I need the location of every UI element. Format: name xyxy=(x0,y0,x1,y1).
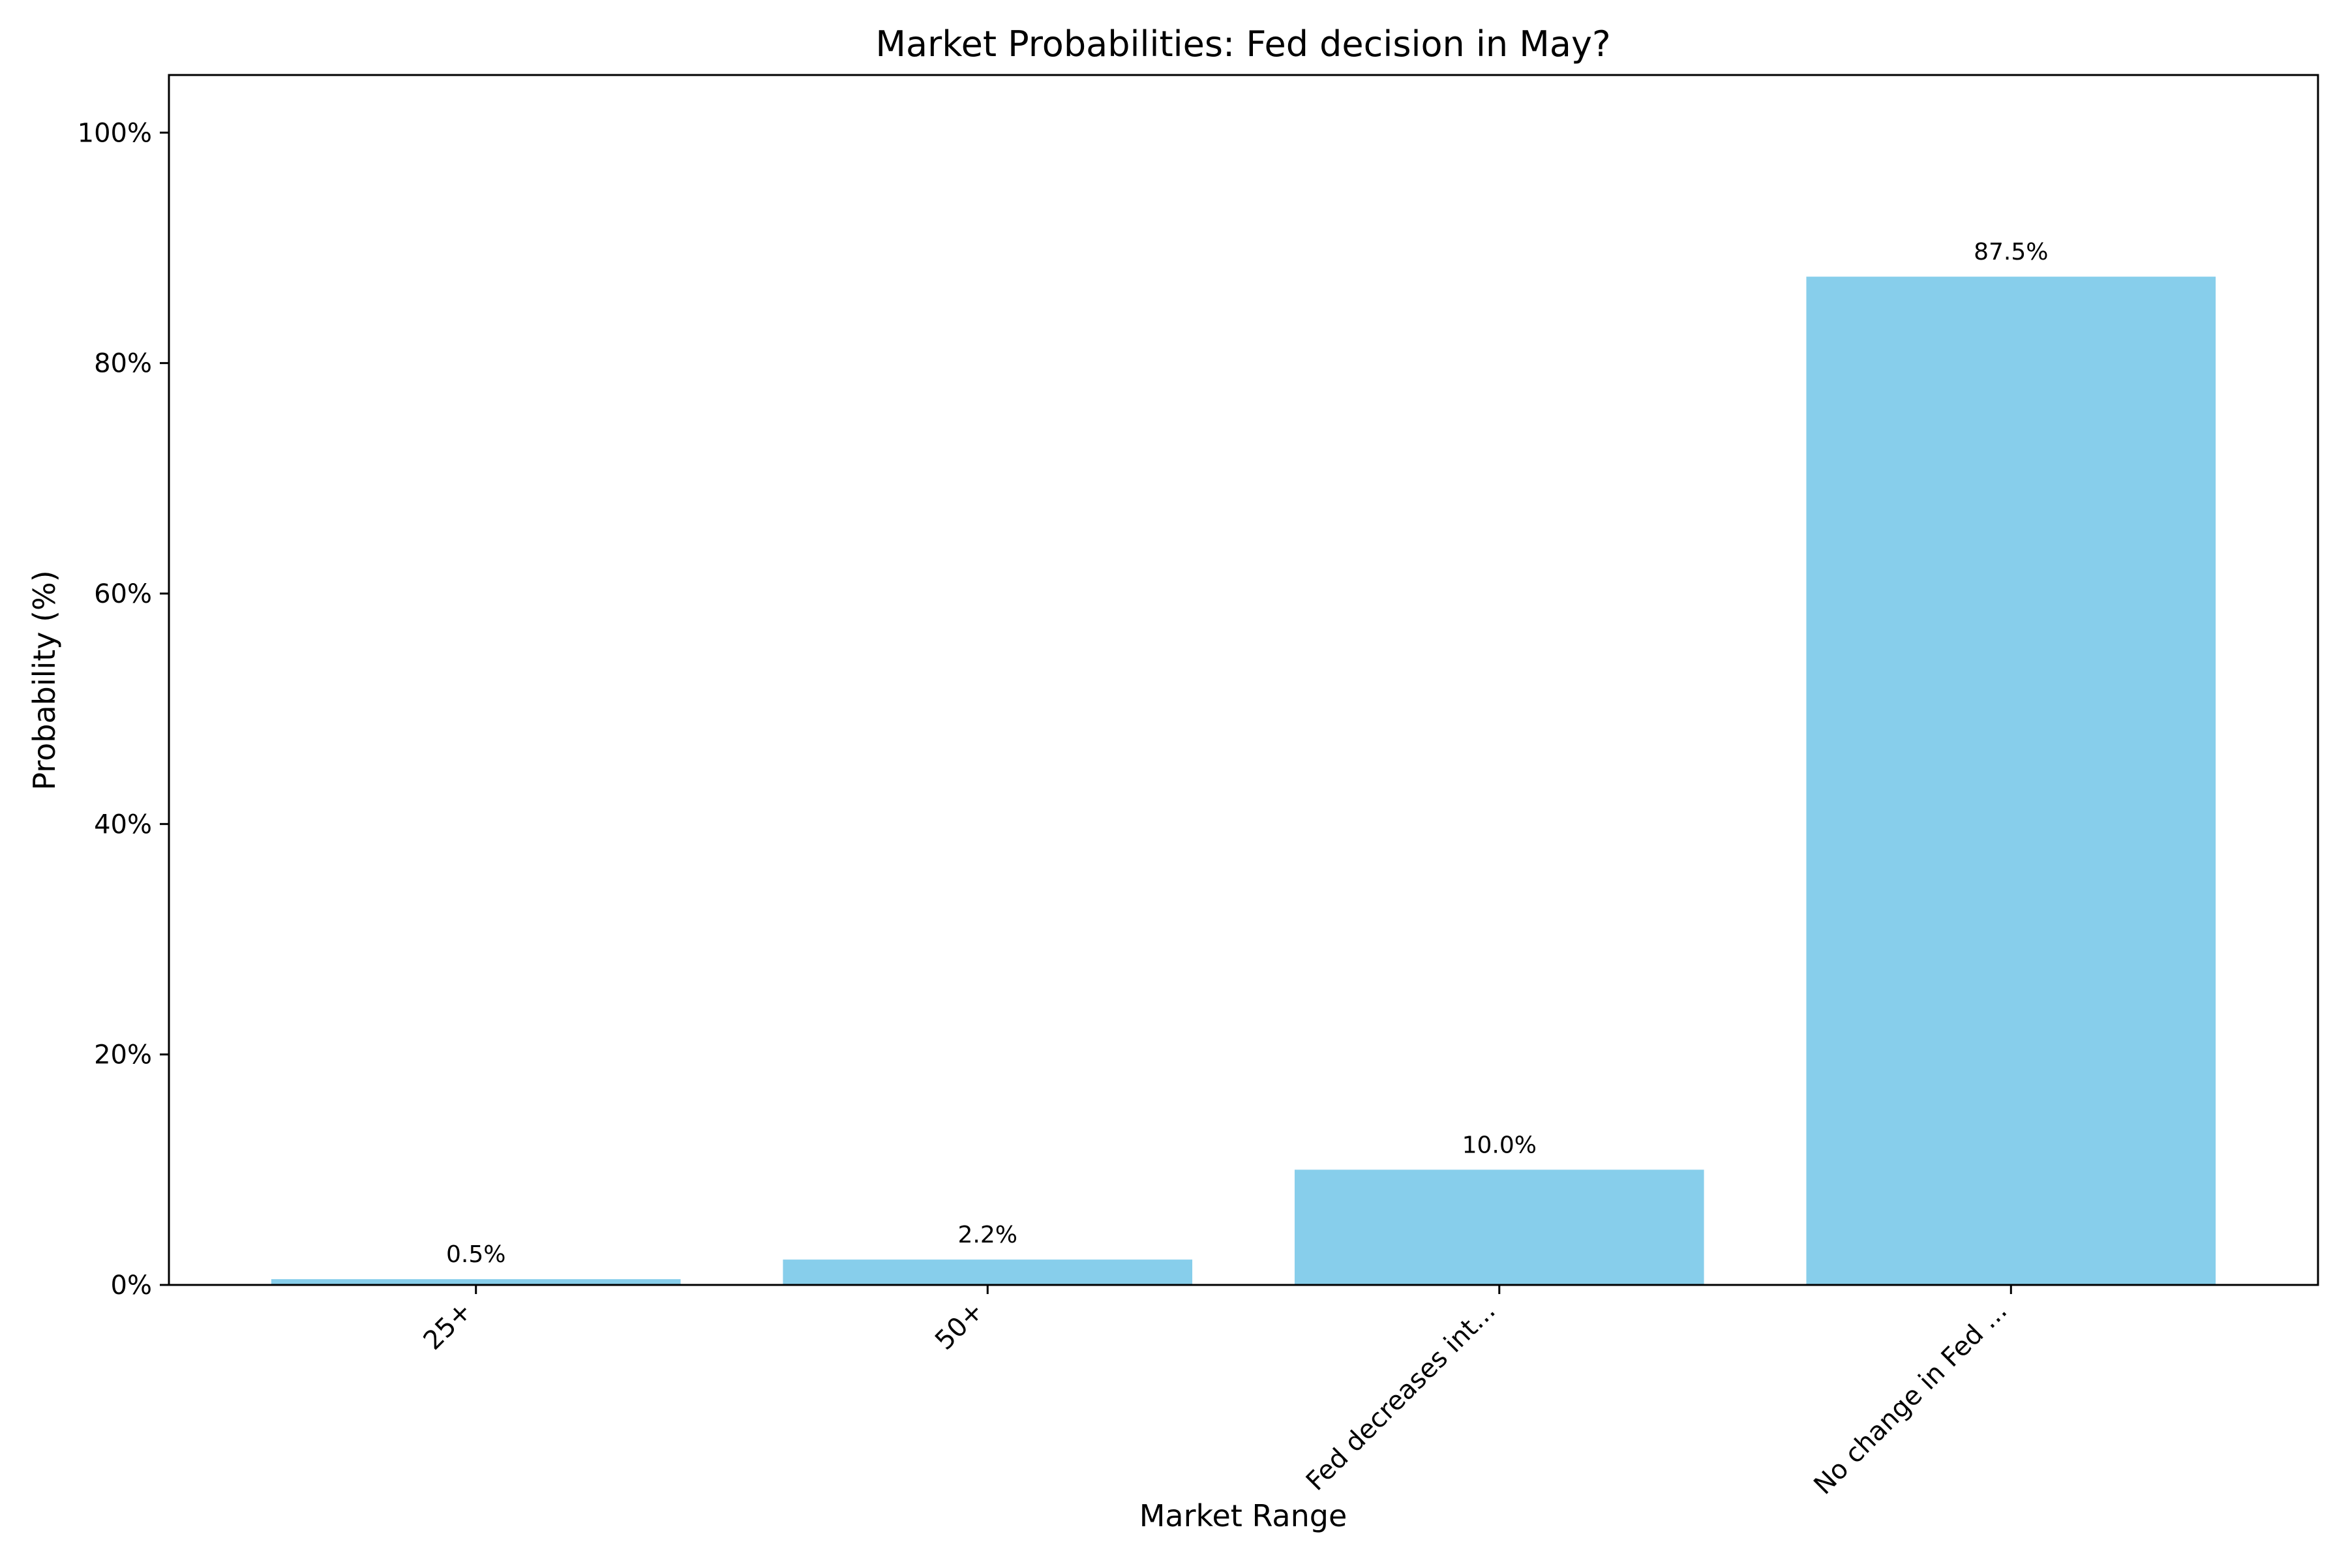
y-tick-label: 60% xyxy=(94,579,152,609)
y-tick-label: 80% xyxy=(94,349,152,379)
y-tick-label: 20% xyxy=(94,1040,152,1070)
bar xyxy=(1806,277,2216,1286)
data-labels: 0.5% 2.2% 10.0% 87.5% xyxy=(446,239,2048,1268)
chart-title: Market Probabilities: Fed decision in Ma… xyxy=(875,23,1610,65)
bar-value-label: 10.0% xyxy=(1462,1132,1537,1158)
bar xyxy=(783,1259,1193,1285)
y-axis: 0% 20% 40% 60% 80% 100% xyxy=(78,118,169,1301)
bar-value-label: 0.5% xyxy=(446,1241,505,1268)
plot-frame xyxy=(168,74,2319,1286)
y-tick-label: 100% xyxy=(78,118,152,148)
x-axis: 25+ 50+ Fed decreases int... No change in F… xyxy=(418,1285,2013,1500)
bars xyxy=(271,277,2216,1286)
bar-value-label: 2.2% xyxy=(958,1222,1017,1248)
y-tick-label: 40% xyxy=(94,809,152,839)
x-tick-label: Fed decreases int... xyxy=(1301,1296,1501,1497)
x-tick-label: 50+ xyxy=(929,1296,989,1356)
bar-value-label: 87.5% xyxy=(1974,239,2048,265)
y-axis-label: Probability (%) xyxy=(27,570,62,790)
x-tick-label: 25+ xyxy=(418,1296,478,1356)
y-tick-label: 0% xyxy=(111,1271,152,1301)
x-tick-label: No change in Fed ... xyxy=(1808,1296,2013,1501)
bar xyxy=(1294,1169,1704,1285)
x-axis-label: Market Range xyxy=(1139,1498,1347,1533)
bar xyxy=(271,1279,681,1285)
